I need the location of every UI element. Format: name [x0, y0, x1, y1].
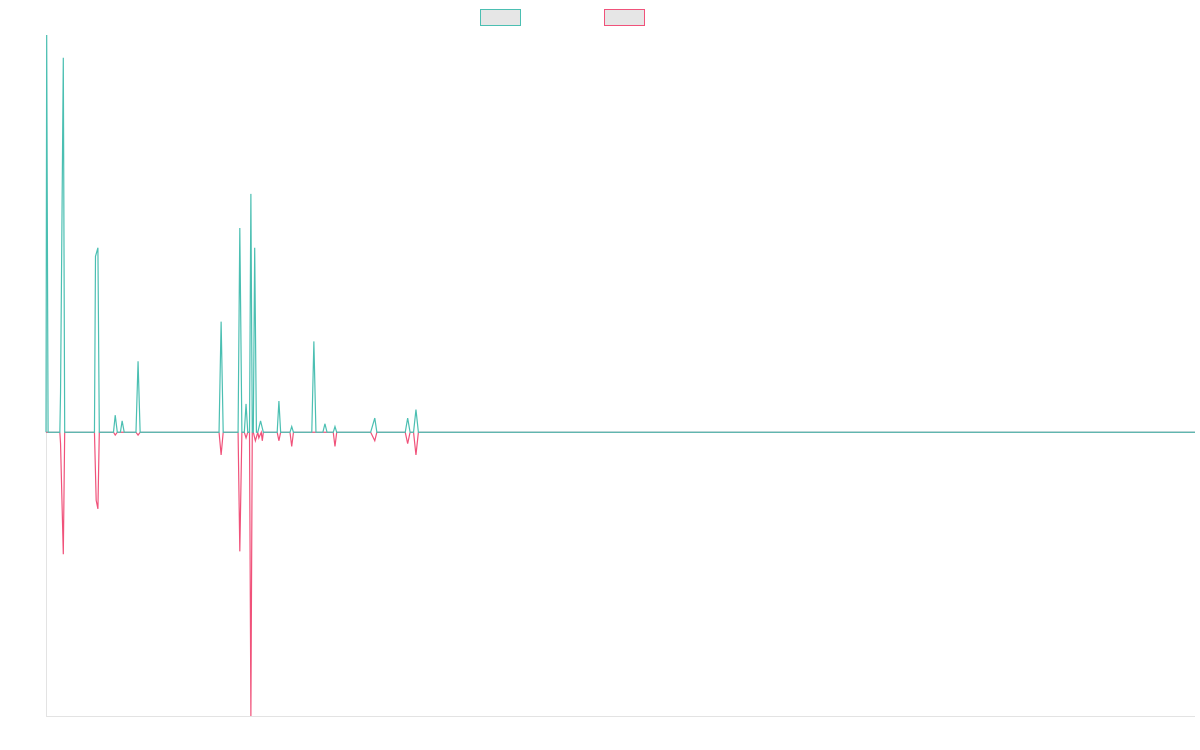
- legend-swatch-pink[interactable]: [604, 9, 645, 26]
- series-layer: [45, 34, 1195, 717]
- series-line-pink: [46, 429, 1195, 717]
- series-line-teal: [45, 34, 1195, 433]
- legend-swatch-teal[interactable]: [480, 9, 521, 26]
- plot-area: [45, 34, 1195, 717]
- legend: [480, 9, 645, 26]
